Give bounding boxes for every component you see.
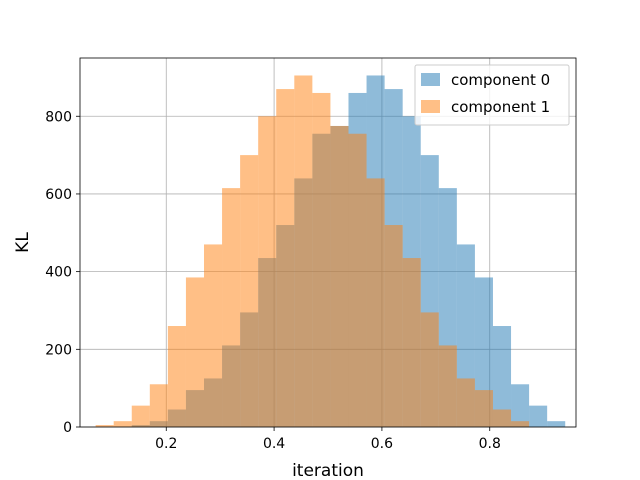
y-axis-label: KL	[13, 232, 33, 253]
legend-label-component-1: component 1	[451, 98, 550, 116]
histogram-bar	[204, 244, 223, 427]
y-tick-label: 0	[63, 420, 72, 436]
histogram-bar	[402, 258, 421, 427]
plot-area-frame	[79, 57, 577, 428]
histogram-bar	[474, 277, 493, 427]
y-tick-label: 600	[45, 187, 72, 203]
legend-box	[414, 64, 570, 126]
x-tick-label: 0.8	[479, 436, 501, 452]
histogram-bar	[348, 133, 367, 427]
y-tick-label: 400	[45, 265, 72, 281]
histogram-bar	[511, 421, 530, 427]
histogram-bar	[438, 345, 457, 427]
x-axis-label: iteration	[292, 461, 364, 480]
histogram-bar	[131, 405, 150, 427]
histogram-bar	[547, 421, 566, 427]
histogram-bar	[185, 277, 204, 427]
histogram-bar	[222, 188, 241, 427]
histogram-bar	[312, 92, 331, 428]
histogram-bar	[276, 89, 295, 428]
histogram-bar	[492, 409, 512, 427]
x-tick-label: 0.2	[155, 436, 177, 452]
axis-ticks: 0.2 0.4 0.6 0.8 0 200 400 600 800	[45, 109, 501, 452]
histogram-bar	[113, 421, 132, 427]
histogram-bar	[167, 326, 186, 427]
y-tick-label: 200	[45, 342, 72, 358]
histogram-bar	[330, 125, 349, 427]
histogram-bar	[456, 378, 475, 427]
y-tick-label: 800	[45, 109, 72, 125]
x-tick-label: 0.6	[371, 436, 393, 452]
histogram-bar	[474, 390, 493, 427]
legend-label-component-0: component 0	[451, 71, 550, 89]
histogram-bar	[95, 425, 114, 427]
histogram-bar	[366, 178, 385, 427]
series-component-1	[95, 75, 530, 428]
histogram-bar	[492, 326, 512, 427]
legend-swatch-component-0	[421, 73, 440, 86]
legend: component 0 component 1	[414, 64, 570, 126]
histogram-bar	[511, 384, 530, 427]
histogram-bar	[384, 225, 403, 427]
histogram-bar	[294, 75, 313, 428]
histogram-bar	[529, 405, 548, 427]
histogram-bar	[149, 384, 168, 427]
histogram-bars	[95, 75, 566, 428]
histogram-bar	[258, 116, 277, 428]
histogram-bar	[420, 312, 439, 427]
x-tick-label: 0.4	[263, 436, 285, 452]
histogram-bar	[240, 155, 259, 427]
legend-swatch-component-1	[421, 100, 440, 113]
